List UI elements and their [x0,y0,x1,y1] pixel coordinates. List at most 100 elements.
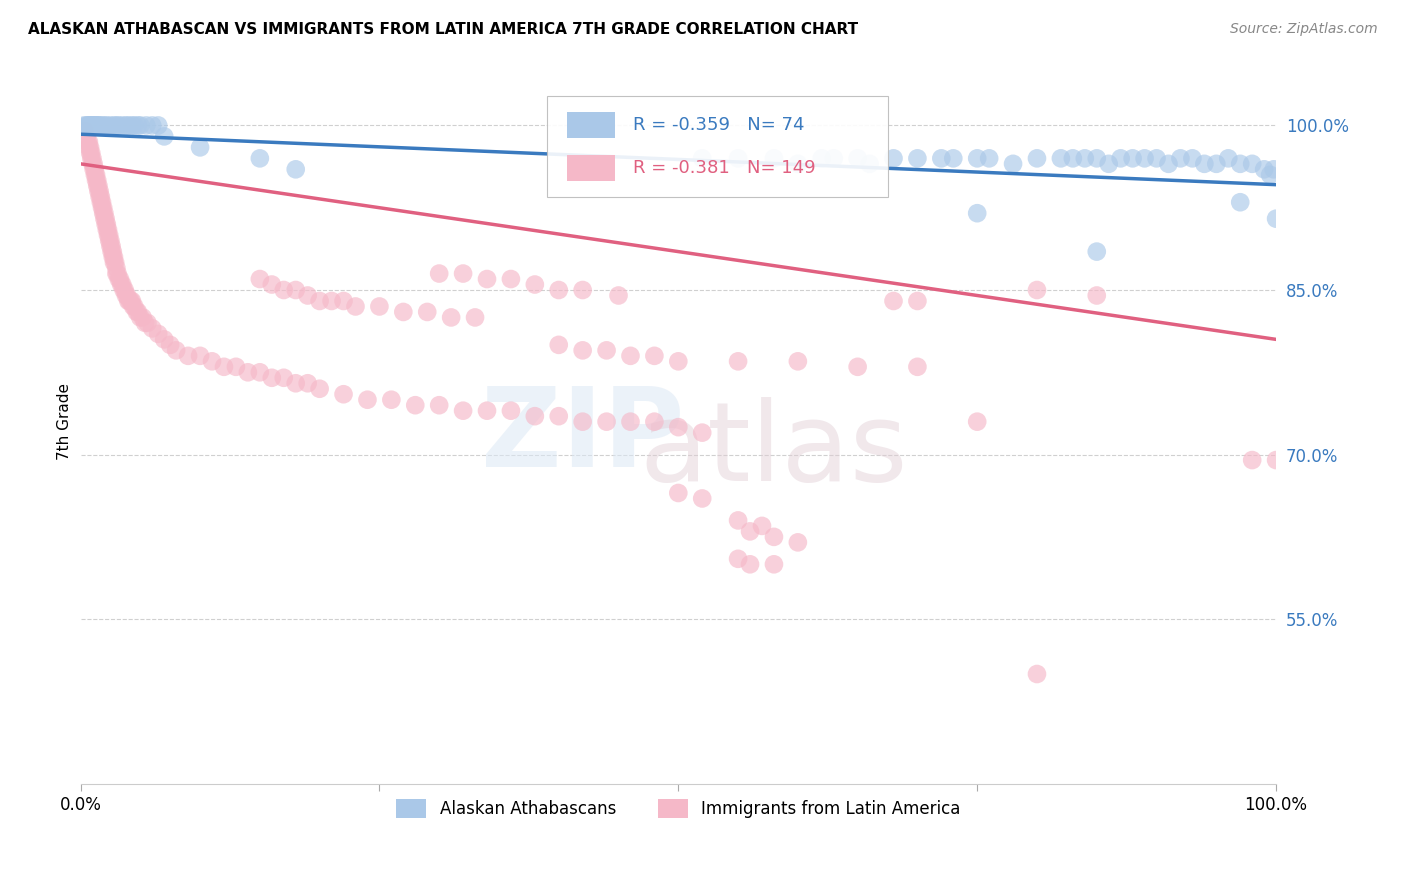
Point [91,206,114,220]
Point [129,310,152,325]
Point [83,168,105,182]
Point [80,145,103,160]
Point [82,157,104,171]
Point [135,119,157,133]
Point [416,305,439,319]
Point [76,135,98,149]
Point [392,305,415,319]
Point [129,119,152,133]
Point [124,300,146,314]
Point [83,157,105,171]
Point [475,403,498,417]
Point [87,184,110,198]
Point [131,310,153,325]
Point [643,349,665,363]
Point [249,272,271,286]
Point [127,119,149,133]
Point [571,283,593,297]
Text: R = -0.359   N= 74: R = -0.359 N= 74 [633,116,804,134]
Point [547,283,569,297]
Point [727,354,749,368]
Point [1265,453,1288,467]
Point [98,234,121,248]
Point [105,267,128,281]
Point [134,316,156,330]
Point [117,119,139,133]
Point [260,371,283,385]
Point [690,491,713,506]
Point [451,267,474,281]
Point [177,349,200,363]
Point [464,310,486,325]
Point [571,343,593,358]
Text: ALASKAN ATHABASCAN VS IMMIGRANTS FROM LATIN AMERICA 7TH GRADE CORRELATION CHART: ALASKAN ATHABASCAN VS IMMIGRANTS FROM LA… [28,22,858,37]
Point [84,168,107,182]
Point [111,119,134,133]
Point [643,415,665,429]
Point [666,486,689,500]
Point [966,152,988,166]
Point [858,157,880,171]
Point [94,217,117,231]
Point [738,524,761,539]
Point [98,228,121,243]
Point [595,343,617,358]
Point [1085,152,1108,166]
Point [810,152,832,166]
Point [84,173,107,187]
Point [84,119,107,133]
Point [100,119,122,133]
Point [1062,152,1084,166]
Point [79,140,101,154]
Point [404,398,426,412]
Point [121,119,143,133]
Text: ZIP: ZIP [481,383,685,490]
Point [188,349,211,363]
Point [907,152,929,166]
Point [93,211,115,226]
Point [1026,667,1049,681]
Point [125,305,148,319]
Point [93,206,115,220]
Point [1170,152,1192,166]
Point [979,152,1001,166]
Point [344,300,367,314]
Point [101,250,124,264]
Point [427,267,450,281]
Point [1002,157,1025,171]
Point [751,519,773,533]
Point [297,376,319,391]
Point [83,162,105,177]
Point [101,244,124,259]
Point [571,415,593,429]
Point [547,409,569,424]
Point [882,293,904,308]
Point [127,305,149,319]
Point [1181,152,1204,166]
Point [273,283,295,297]
Point [499,272,522,286]
Point [762,558,785,572]
Point [97,222,120,236]
Point [297,288,319,302]
Point [823,152,845,166]
Point [308,382,330,396]
Point [786,157,808,171]
Point [1122,152,1144,166]
Point [94,211,117,226]
Point [76,119,98,133]
Point [595,415,617,429]
Point [89,119,111,133]
Point [148,326,170,341]
Point [120,293,142,308]
Point [108,272,131,286]
Point [107,119,129,133]
Point [86,178,108,193]
Point [83,162,105,177]
Point [90,195,112,210]
Point [332,387,354,401]
Point [73,119,96,133]
Point [547,338,569,352]
Point [966,206,988,220]
Point [103,119,125,133]
